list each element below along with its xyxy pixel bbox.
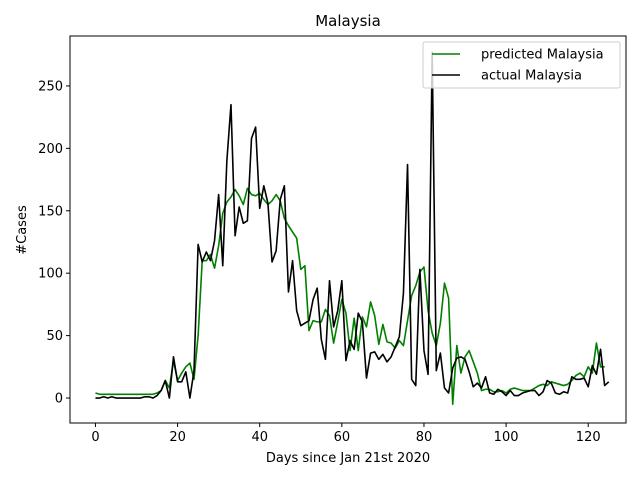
x-tick-label: 80	[416, 430, 433, 445]
x-tick-label: 100	[494, 430, 519, 445]
y-tick-label: 100	[38, 267, 63, 282]
legend-label-predicted: predicted Malaysia	[481, 48, 604, 63]
x-axis-label: Days since Jan 21st 2020	[266, 451, 430, 466]
x-tick-label: 0	[91, 430, 99, 445]
x-tick-label: 120	[576, 430, 601, 445]
y-tick-label: 150	[38, 204, 63, 219]
x-tick-label: 60	[334, 430, 351, 445]
x-tick-label: 20	[169, 430, 186, 445]
x-tick-label: 40	[251, 430, 268, 445]
chart-title: Malaysia	[315, 12, 381, 30]
y-tick-label: 250	[38, 79, 63, 94]
legend-label-actual: actual Malaysia	[481, 69, 582, 84]
legend: predicted Malaysia actual Malaysia	[423, 42, 620, 88]
y-tick-label: 50	[46, 329, 63, 344]
y-tick-label: 200	[38, 142, 63, 157]
y-axis-label: #Cases	[15, 205, 30, 255]
y-tick-label: 0	[55, 392, 63, 407]
